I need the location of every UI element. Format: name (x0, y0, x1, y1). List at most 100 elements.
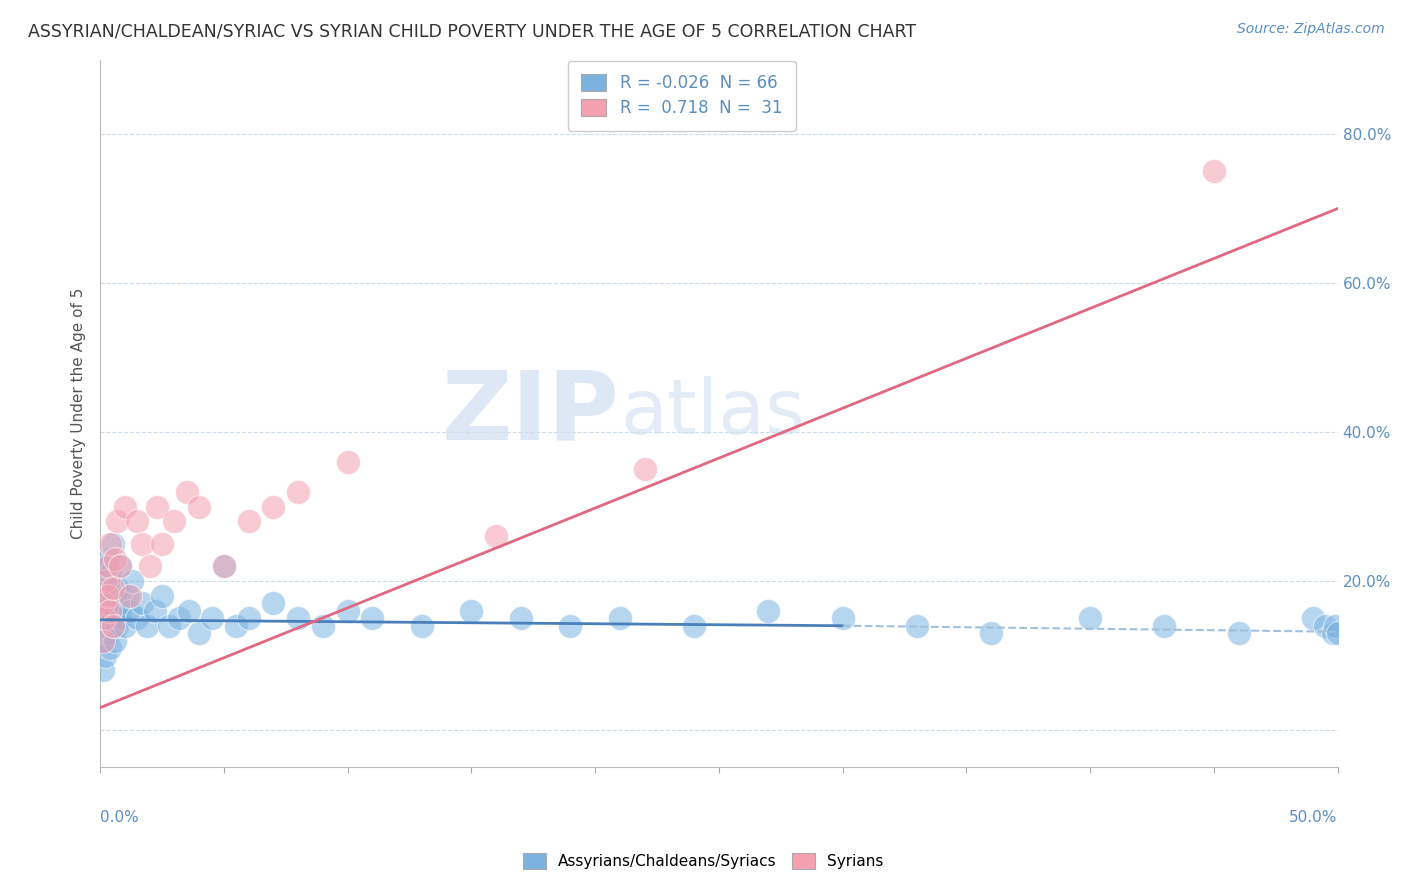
Point (111, 596, 134, 610)
Point (831, 611, 853, 625)
Point (96, 589, 118, 603)
Point (136, 618, 159, 632)
Point (91, 618, 114, 632)
Point (117, 589, 139, 603)
Point (683, 618, 706, 632)
Point (96, 559, 118, 574)
Y-axis label: Child Poverty Under the Age of 5: Child Poverty Under the Age of 5 (72, 288, 86, 539)
Point (96, 582, 118, 596)
Point (262, 500, 284, 514)
Point (98, 641, 121, 656)
Point (312, 618, 335, 632)
Text: atlas: atlas (620, 376, 804, 450)
Point (138, 559, 160, 574)
Point (485, 529, 508, 543)
Point (131, 596, 153, 610)
Point (609, 611, 631, 625)
Point (146, 500, 169, 514)
Point (758, 604, 780, 618)
Legend: R = -0.026  N = 66, R =  0.718  N =  31: R = -0.026 N = 66, R = 0.718 N = 31 (568, 61, 796, 130)
Point (118, 589, 141, 603)
Point (94, 611, 117, 625)
Point (101, 537, 124, 551)
Point (163, 515, 186, 529)
Point (91, 604, 114, 618)
Point (336, 604, 359, 618)
Point (212, 559, 235, 574)
Point (176, 484, 198, 499)
Point (361, 611, 384, 625)
Point (118, 604, 141, 618)
Point (980, 626, 1002, 640)
Point (104, 604, 127, 618)
Point (212, 559, 235, 574)
Point (91, 596, 114, 610)
Point (200, 611, 222, 625)
Point (94, 648, 117, 663)
Point (98, 537, 121, 551)
Point (262, 596, 284, 610)
Point (96, 626, 118, 640)
Point (225, 618, 247, 632)
Point (131, 537, 153, 551)
Point (633, 462, 655, 476)
Point (114, 618, 136, 632)
Point (560, 618, 582, 632)
Point (1153, 618, 1175, 632)
Point (114, 500, 136, 514)
Point (107, 515, 129, 529)
Point (238, 611, 260, 625)
Point (143, 604, 166, 618)
Text: ZIP: ZIP (441, 367, 620, 460)
Point (179, 604, 201, 618)
Point (1322, 626, 1344, 640)
Point (107, 618, 129, 632)
Point (1326, 626, 1348, 640)
Point (101, 582, 124, 596)
Point (94, 574, 117, 588)
Point (1227, 626, 1250, 640)
Point (159, 618, 181, 632)
Point (1078, 611, 1101, 625)
Point (96, 596, 118, 610)
Point (411, 618, 433, 632)
Point (127, 611, 149, 625)
Point (287, 484, 309, 499)
Point (188, 500, 211, 514)
Point (96, 551, 118, 566)
Text: Source: ZipAtlas.com: Source: ZipAtlas.com (1237, 22, 1385, 37)
Point (107, 582, 129, 596)
Point (104, 633, 127, 648)
Point (108, 559, 131, 574)
Point (188, 626, 211, 640)
Point (1324, 618, 1347, 632)
Point (98, 604, 121, 618)
Point (101, 618, 124, 632)
Point (94, 574, 117, 588)
Point (121, 574, 143, 588)
Point (1315, 618, 1337, 632)
Text: ASSYRIAN/CHALDEAN/SYRIAC VS SYRIAN CHILD POVERTY UNDER THE AGE OF 5 CORRELATION : ASSYRIAN/CHALDEAN/SYRIAC VS SYRIAN CHILD… (28, 22, 917, 40)
Text: 0.0%: 0.0% (100, 810, 139, 825)
Point (238, 515, 260, 529)
Point (91, 664, 114, 678)
Text: 50.0%: 50.0% (1289, 810, 1337, 825)
Point (150, 589, 173, 603)
Point (94, 611, 117, 625)
Point (169, 611, 191, 625)
Point (94, 559, 117, 574)
Legend: Assyrians/Chaldeans/Syriacs, Syrians: Assyrians/Chaldeans/Syriacs, Syrians (516, 847, 890, 875)
Point (287, 611, 309, 625)
Point (150, 537, 173, 551)
Point (108, 611, 131, 625)
Point (104, 551, 127, 566)
Point (905, 618, 928, 632)
Point (336, 455, 359, 469)
Point (101, 618, 124, 632)
Point (127, 515, 149, 529)
Point (1302, 611, 1324, 625)
Point (91, 633, 114, 648)
Point (509, 611, 531, 625)
Point (98, 604, 121, 618)
Point (98, 566, 121, 581)
